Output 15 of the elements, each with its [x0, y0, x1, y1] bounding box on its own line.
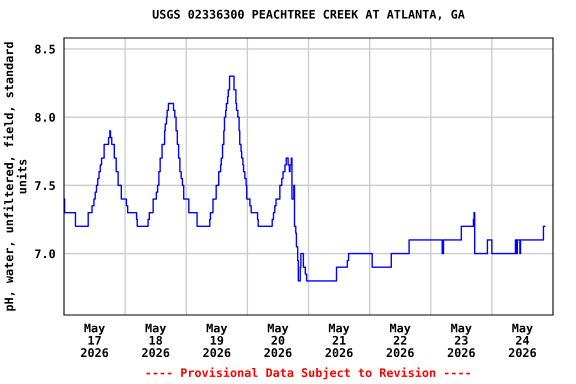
x-tick-label: May 18 2026	[142, 324, 170, 358]
y-tick-label: 8.0	[35, 112, 55, 122]
x-tick-label: May 24 2026	[508, 324, 536, 358]
x-tick-label: May 19 2026	[203, 324, 230, 358]
y-axis-title: pH, water, unfiltered, field, standard units	[4, 42, 26, 311]
x-tick-label: May 22 2026	[386, 324, 414, 358]
x-tick-label: May 20 2026	[264, 324, 292, 358]
chart-title: USGS 02336300 PEACHTREE CREEK AT ATLANTA, GA	[152, 10, 465, 20]
x-tick-label: May 17 2026	[81, 324, 108, 358]
x-tick-label: May 23 2026	[448, 324, 475, 358]
y-tick-label: 7.0	[35, 249, 55, 258]
y-tick-label: 7.5	[35, 181, 55, 190]
text: ---- Provisional Data Subject to Revision ----	[146, 367, 470, 380]
x-tick-label: May 21 2026	[326, 324, 353, 358]
y-tick-label: 8.5	[35, 44, 55, 54]
